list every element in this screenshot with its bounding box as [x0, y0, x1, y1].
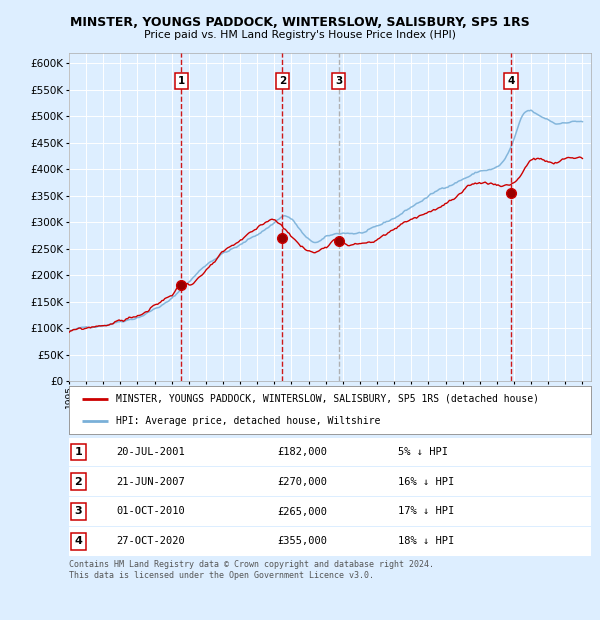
Text: MINSTER, YOUNGS PADDOCK, WINTERSLOW, SALISBURY, SP5 1RS (detached house): MINSTER, YOUNGS PADDOCK, WINTERSLOW, SAL… [116, 394, 539, 404]
Text: 3: 3 [74, 507, 82, 516]
Text: £270,000: £270,000 [278, 477, 328, 487]
Text: £355,000: £355,000 [278, 536, 328, 546]
Text: HPI: Average price, detached house, Wiltshire: HPI: Average price, detached house, Wilt… [116, 416, 380, 426]
Text: 18% ↓ HPI: 18% ↓ HPI [398, 536, 454, 546]
Text: £182,000: £182,000 [278, 447, 328, 457]
Text: 4: 4 [507, 76, 515, 86]
Text: 1: 1 [178, 76, 185, 86]
Text: 2: 2 [74, 477, 82, 487]
Text: 5% ↓ HPI: 5% ↓ HPI [398, 447, 448, 457]
Text: MINSTER, YOUNGS PADDOCK, WINTERSLOW, SALISBURY, SP5 1RS: MINSTER, YOUNGS PADDOCK, WINTERSLOW, SAL… [70, 16, 530, 29]
Text: £265,000: £265,000 [278, 507, 328, 516]
Text: 3: 3 [335, 76, 342, 86]
Text: 20-JUL-2001: 20-JUL-2001 [116, 447, 185, 457]
Text: 17% ↓ HPI: 17% ↓ HPI [398, 507, 454, 516]
Text: Contains HM Land Registry data © Crown copyright and database right 2024.
This d: Contains HM Land Registry data © Crown c… [69, 560, 434, 580]
Text: 1: 1 [74, 447, 82, 457]
Text: 21-JUN-2007: 21-JUN-2007 [116, 477, 185, 487]
Text: 16% ↓ HPI: 16% ↓ HPI [398, 477, 454, 487]
Text: 01-OCT-2010: 01-OCT-2010 [116, 507, 185, 516]
Text: 27-OCT-2020: 27-OCT-2020 [116, 536, 185, 546]
Text: 4: 4 [74, 536, 82, 546]
Text: 2: 2 [279, 76, 286, 86]
Text: Price paid vs. HM Land Registry's House Price Index (HPI): Price paid vs. HM Land Registry's House … [144, 30, 456, 40]
